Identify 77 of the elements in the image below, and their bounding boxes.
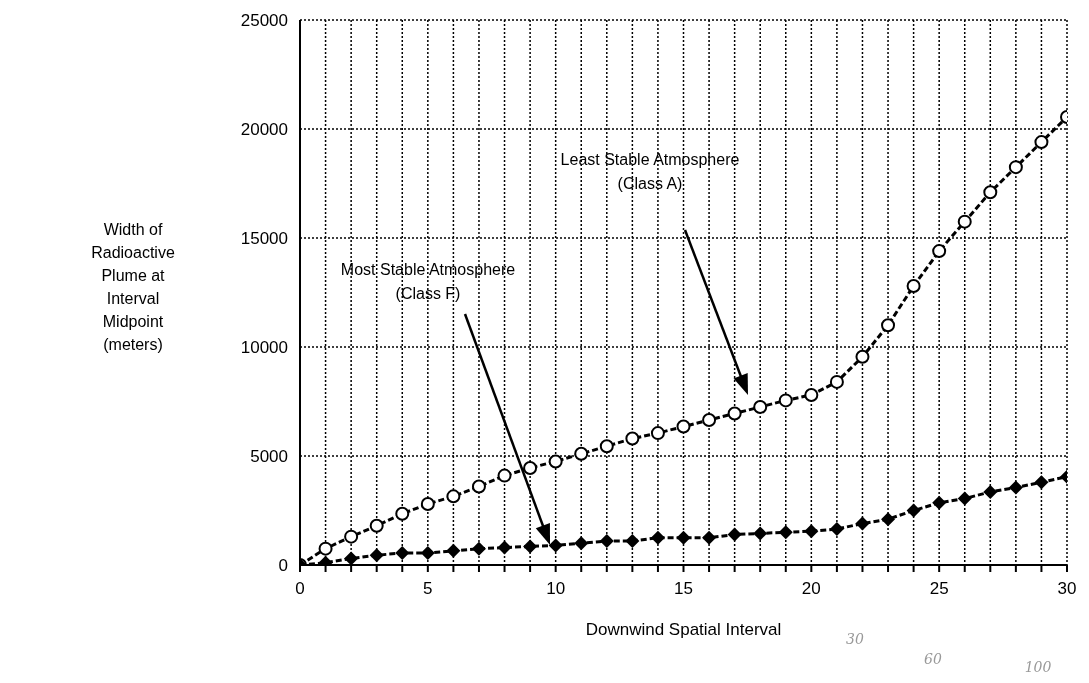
point [702,413,717,428]
text: 100 [1024,659,1052,675]
x-tick-label: 30 [1057,579,1077,599]
point [420,496,435,511]
point [906,278,921,293]
point [881,318,896,333]
x-tick-label: 25 [929,579,949,599]
point [1034,475,1049,490]
point [1034,135,1049,150]
point [676,530,691,545]
point [932,244,947,259]
point [344,551,359,565]
point [1008,480,1023,495]
annotation: Least Stable Atmosphere (Class A) [560,151,740,192]
point [395,546,410,561]
point [855,516,870,531]
point [983,185,998,200]
x-tick-label: 0 [295,579,305,599]
point [395,506,410,521]
point [471,479,486,494]
point [523,539,538,554]
point [599,534,614,549]
point [778,393,793,408]
point [471,541,486,556]
point [548,538,563,553]
point [497,540,512,555]
point [753,399,768,414]
point [318,541,333,556]
point [369,548,384,563]
x-tick-label: 15 [674,579,693,599]
point [906,503,921,518]
y-tick-label: 5000 [250,447,288,467]
x-axis-title: Downwind Spatial Interval [585,620,782,639]
point [599,439,614,454]
point [983,484,998,499]
text: 60 [924,651,942,667]
point [778,525,793,540]
point [650,530,665,545]
point [344,529,359,544]
y-tick-label: 10000 [240,338,288,358]
point [753,526,768,541]
point [855,349,870,364]
point [804,387,819,402]
point [727,527,742,542]
point [804,524,819,539]
point [497,468,512,483]
point [420,546,435,561]
x-tick-label: 20 [801,579,821,599]
annotation: Most Stable Atmosphere (Class F) [340,261,516,302]
point [957,491,972,506]
x-tick-label: 10 [546,579,566,599]
point [829,374,844,389]
y-tick-label: 20000 [240,120,288,140]
point [548,454,563,469]
point [676,419,691,434]
point [727,406,742,421]
point [650,426,665,441]
y-tick-label: 0 [278,556,288,576]
x-tick-label: 5 [423,579,433,599]
point [702,530,717,545]
point [574,446,589,461]
point [625,431,640,446]
y-axis-title: Width of Radioactive Plume at Interval Midpoint (meters) [91,221,175,353]
point [369,518,384,533]
point [957,214,972,229]
y-tick-label: 25000 [240,11,288,31]
point [1008,160,1023,175]
point [574,536,589,551]
point [881,512,896,527]
text: 30 [846,631,864,647]
point [446,489,461,504]
point [446,543,461,558]
point [829,522,844,537]
point [625,534,640,549]
y-tick-label: 15000 [240,229,288,249]
point [523,460,538,475]
point [932,495,947,510]
